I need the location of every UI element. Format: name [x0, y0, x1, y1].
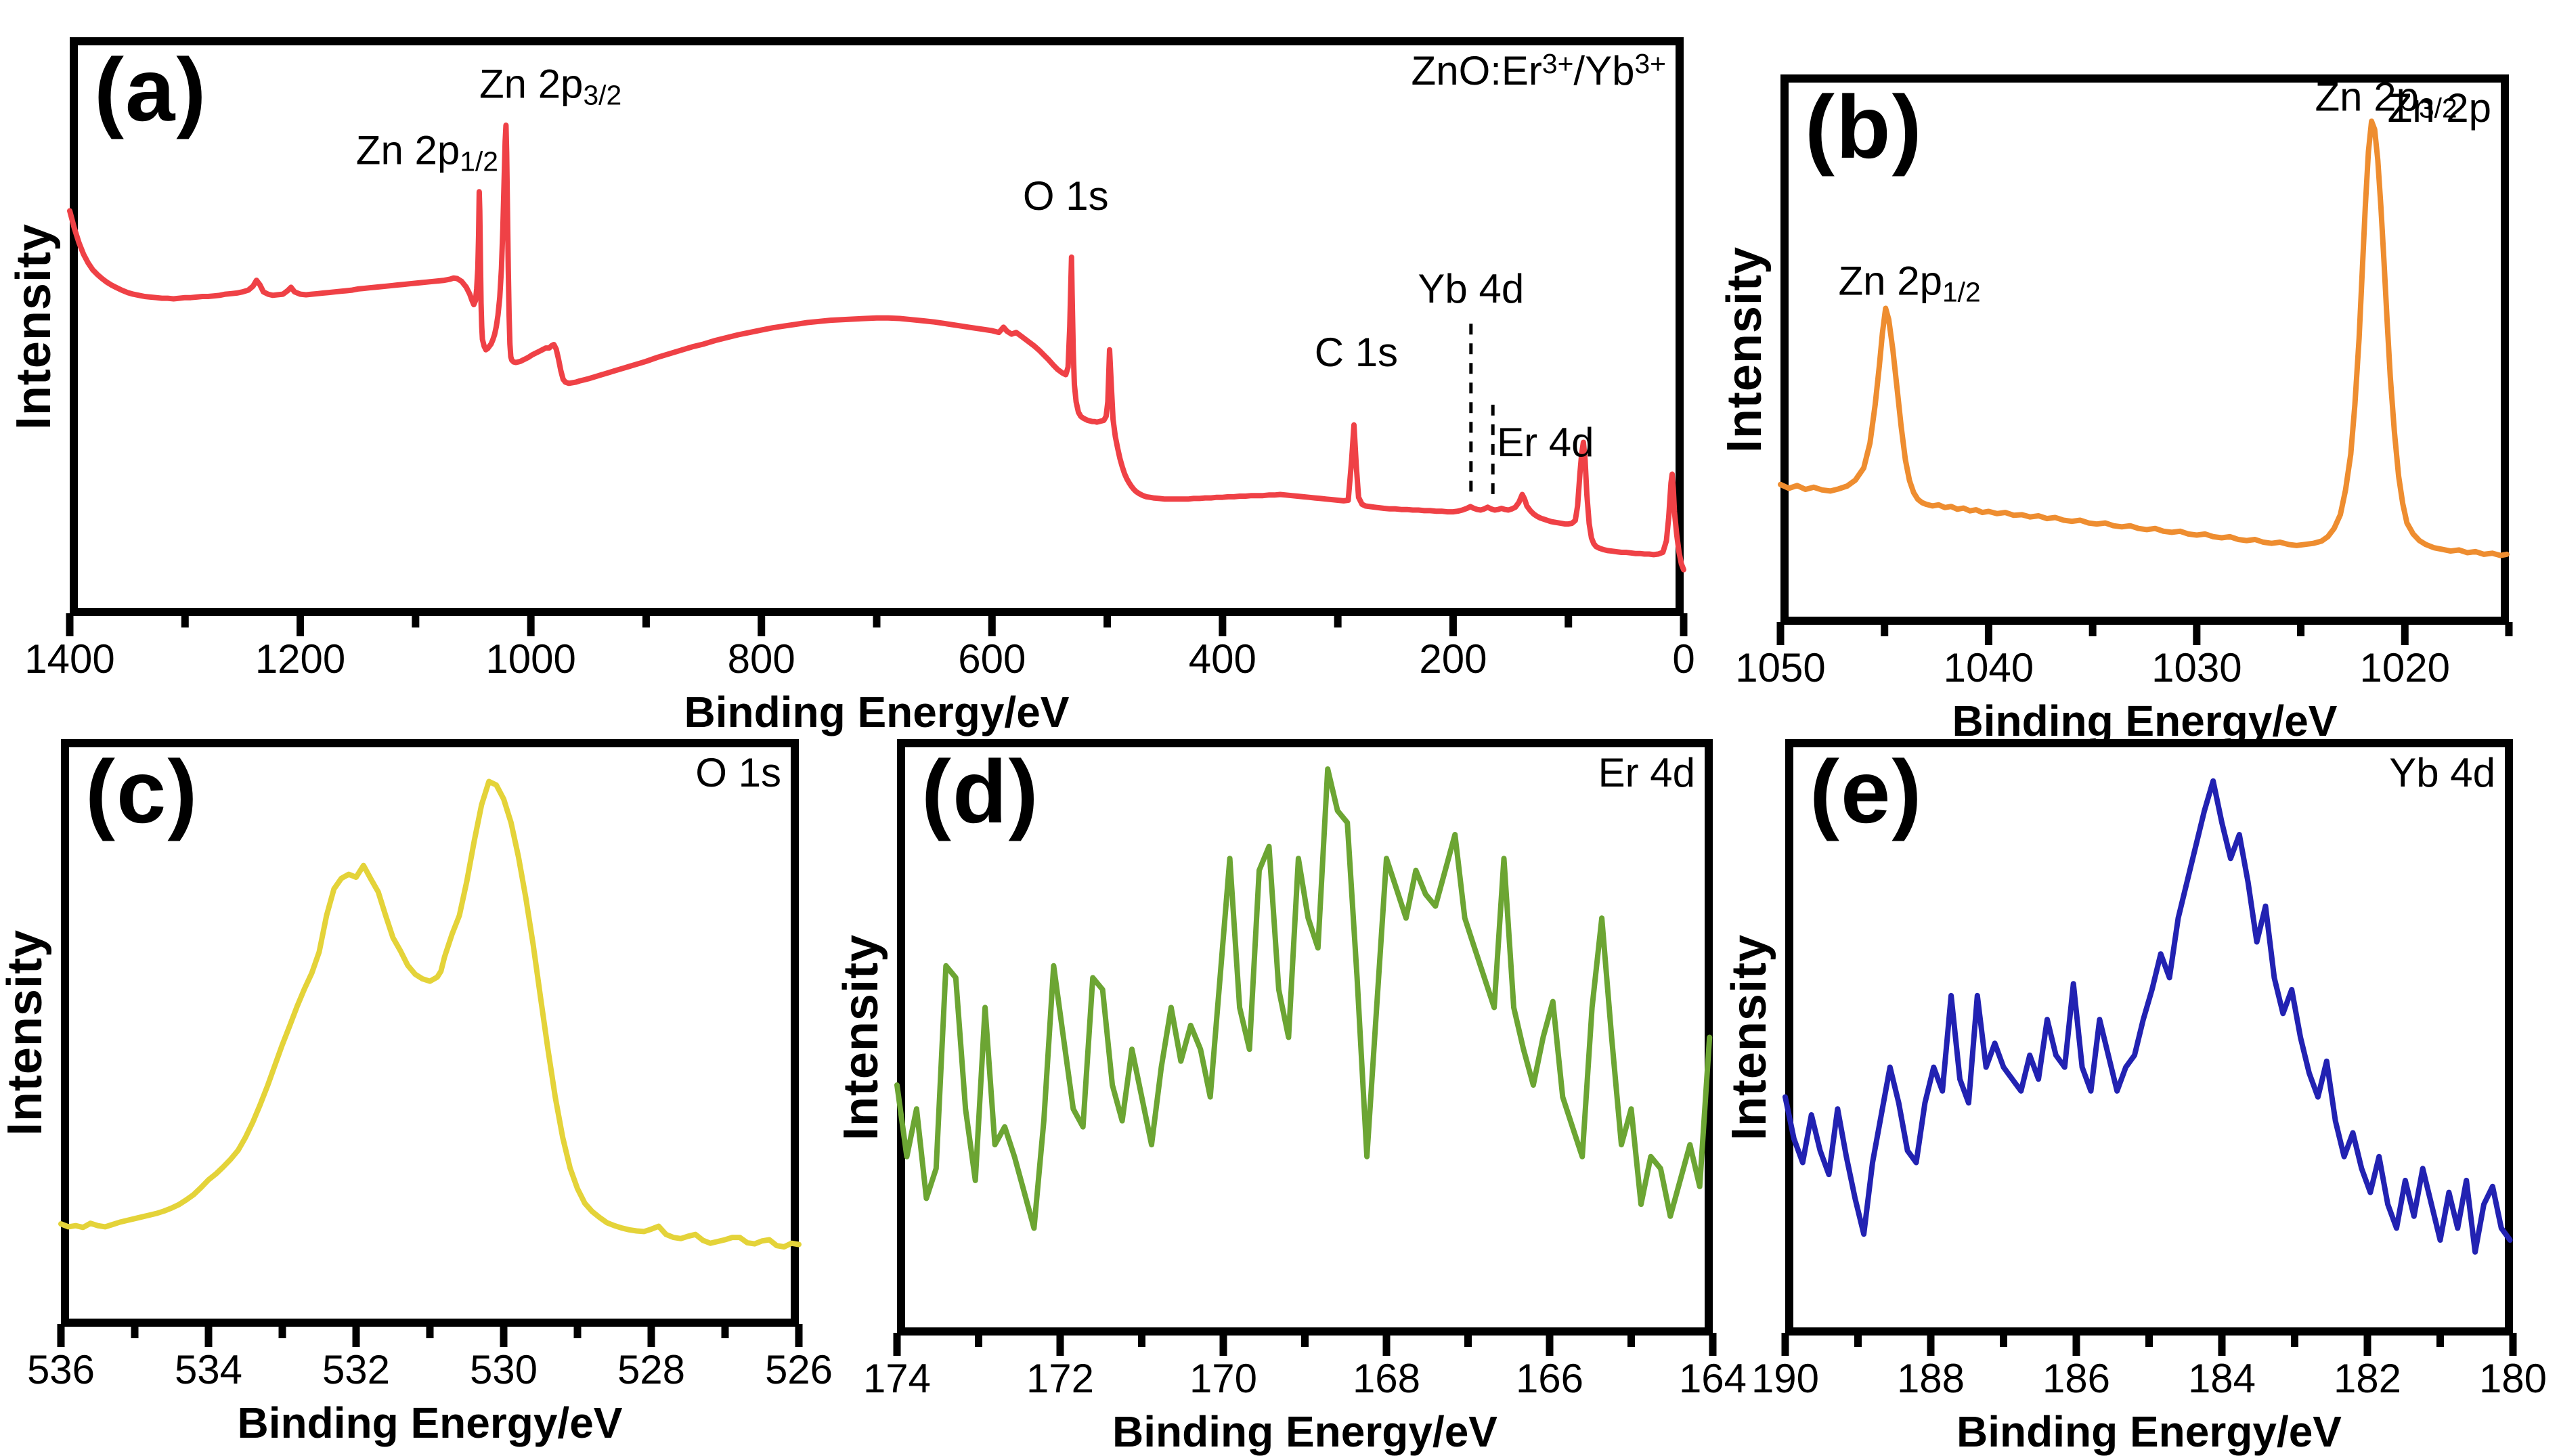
y-axis-label: Intensity	[831, 739, 892, 1336]
x-tick-label: 528	[617, 1347, 686, 1392]
y-axis-label: Intensity	[3, 37, 64, 616]
plot-area: (c) O 1s	[57, 739, 803, 1347]
x-tick-label: 600	[958, 636, 1026, 682]
yb4d-spectrum-svg	[1781, 739, 2517, 1356]
x-tick-label: 1050	[1735, 645, 1826, 690]
panel-letter: (e)	[1810, 742, 1923, 841]
x-tick-label: 166	[1515, 1356, 1584, 1401]
x-tick-label: 536	[26, 1347, 95, 1392]
x-tick-label: 526	[764, 1347, 833, 1392]
x-tick-labels: 1050 1040 1030 1020	[1735, 645, 2509, 692]
x-tick-label: 1000	[485, 636, 576, 682]
panel-c-o1s-spectrum: Intensity (c) O 1s 536 534 532 530 528 526 Bi…	[0, 739, 833, 1444]
y-axis-label: Intensity	[0, 739, 56, 1327]
panel-d-er4d-spectrum: Intensity (d) Er 4d 174 172 170 168 166 164 B…	[834, 739, 1747, 1453]
peak-annotation: Zn 2p3/2	[479, 61, 622, 111]
peak-annotation: Er 4d	[1497, 419, 1594, 465]
y-axis-label-text: Intensity	[7, 223, 61, 431]
region-tag: Zn 2p	[2387, 85, 2491, 131]
x-tick-label: 186	[2042, 1356, 2111, 1401]
x-axis-label: Binding Energy/eV	[1956, 1407, 2342, 1456]
x-axis-label: Binding Energy/eV	[237, 1398, 623, 1447]
x-tick-label: 170	[1189, 1356, 1258, 1401]
y-axis-label-text: Intensity	[834, 933, 888, 1141]
x-tick-label: 184	[2187, 1356, 2256, 1401]
x-tick-labels: 174 172 170 168 166 164	[863, 1356, 1747, 1403]
x-tick-label: 200	[1419, 636, 1487, 682]
y-axis-label: Intensity	[1719, 739, 1780, 1336]
x-tick-labels: 536 534 532 530 528 526	[27, 1347, 833, 1394]
x-tick-label: 188	[1896, 1356, 1965, 1401]
panel-letter: (d)	[921, 742, 1040, 841]
peak-annotation: Zn 2p3/2	[2315, 74, 2457, 124]
survey-spectrum-svg	[66, 37, 1688, 636]
x-tick-label: 190	[1751, 1356, 1820, 1401]
er4d-spectrum-svg	[893, 739, 1717, 1356]
x-tick-label: 164	[1678, 1356, 1747, 1401]
panel-letter: (c)	[85, 742, 199, 841]
peak-annotation: Zn 2p1/2	[355, 127, 498, 177]
x-tick-label: 534	[174, 1347, 243, 1392]
plot-area: (d) Er 4d	[893, 739, 1717, 1356]
x-tick-label: 1040	[1943, 645, 2034, 690]
panel-a-survey-spectrum: Intensity Zn 2p1/2 Zn 2p3/2 O 1s C 1s Yb 4d E…	[7, 37, 1695, 734]
x-tick-label: 172	[1026, 1356, 1095, 1401]
plot-area: Zn 2p1/2 Zn 2p3/2 (b) Zn 2p	[1776, 74, 2513, 645]
annotation-layer: Zn 2p1/2 Zn 2p3/2	[1780, 74, 2509, 625]
x-tick-label: 1200	[255, 636, 346, 682]
panel-b-zn2p-spectrum: Intensity Zn 2p1/2 Zn 2p3/2 (b) Zn 2p 105…	[1718, 74, 2513, 743]
x-tick-label: 530	[469, 1347, 538, 1392]
peak-annotation: C 1s	[1314, 329, 1399, 375]
peak-annotation: Zn 2p1/2	[1838, 258, 1981, 308]
x-tick-label: 400	[1188, 636, 1256, 682]
x-tick-labels: 1400 1200 1000 800 600 400 200 0	[24, 636, 1694, 684]
x-axis-label: Binding Energy/eV	[1952, 697, 2338, 745]
x-tick-label: 180	[2478, 1356, 2547, 1401]
y-axis-label-text: Intensity	[1718, 246, 1772, 454]
x-tick-label: 182	[2333, 1356, 2402, 1401]
zn2p-spectrum-svg	[1776, 74, 2513, 645]
x-tick-label: 1020	[2359, 645, 2451, 690]
x-tick-label: 168	[1352, 1356, 1421, 1401]
region-tag: Yb 4d	[2389, 750, 2495, 795]
panel-letter: (a)	[94, 40, 208, 139]
y-axis-label-text: Intensity	[1722, 933, 1776, 1141]
peak-annotation: Yb 4d	[1418, 265, 1525, 311]
x-tick-label: 800	[727, 636, 795, 682]
region-tag: O 1s	[695, 750, 781, 795]
x-axis-label: Binding Energy/eV	[684, 688, 1070, 736]
x-tick-label: 0	[1672, 636, 1695, 682]
plot-area: Zn 2p1/2 Zn 2p3/2 O 1s C 1s Yb 4d Er 4d (a) Z…	[66, 37, 1688, 636]
x-axis-label: Binding Energy/eV	[1112, 1407, 1497, 1456]
y-axis-label: Intensity	[1714, 74, 1775, 625]
x-tick-label: 1400	[24, 636, 115, 682]
x-tick-label: 174	[862, 1356, 932, 1401]
y-axis-label-text: Intensity	[0, 929, 52, 1137]
x-tick-label: 1030	[2151, 645, 2242, 690]
x-tick-labels: 190 188 186 184 182 180	[1751, 1356, 2547, 1403]
panel-letter: (b)	[1805, 77, 1923, 177]
region-tag: Er 4d	[1598, 750, 1695, 795]
plot-area: (e) Yb 4d	[1781, 739, 2517, 1356]
sample-composition-tag: ZnO:Er3+/Yb3+	[1411, 48, 1666, 94]
annotation-layer: Zn 2p1/2 Zn 2p3/2 O 1s C 1s Yb 4d Er 4d	[70, 37, 1684, 616]
o1s-spectrum-svg	[57, 739, 803, 1347]
panel-e-yb4d-spectrum: Intensity (e) Yb 4d 190 188 186 184 182 180 B…	[1722, 739, 2547, 1453]
x-tick-label: 532	[322, 1347, 391, 1392]
peak-annotation: O 1s	[1022, 173, 1109, 219]
